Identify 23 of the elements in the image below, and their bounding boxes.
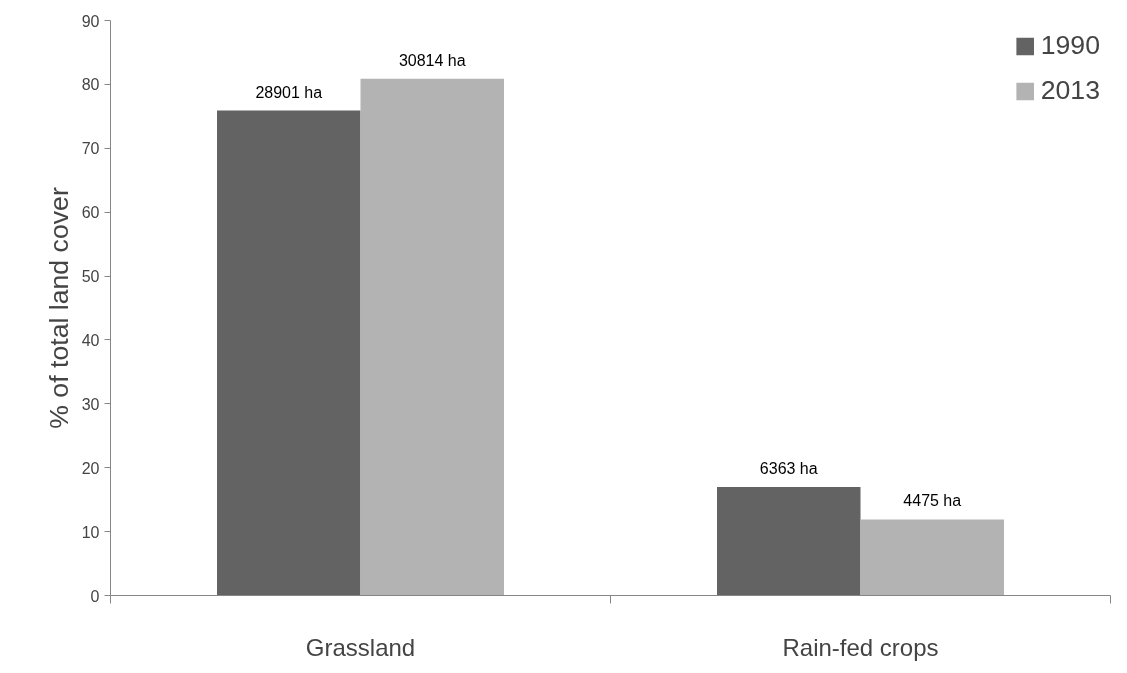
x-tick-label: Rain-fed crops (782, 633, 939, 661)
x-tick-label: Grassland (305, 633, 416, 661)
y-tick-label: 20 (81, 459, 100, 477)
y-tick-label: 40 (81, 331, 100, 349)
y-tick-label: 80 (81, 76, 100, 94)
y-tick-label: 30 (81, 395, 100, 413)
bar (360, 78, 504, 596)
y-tick-label: 60 (81, 204, 100, 222)
bar (717, 486, 861, 596)
bar (217, 110, 361, 596)
y-axis-title: % of total land cover (43, 187, 74, 429)
y-tick-label: 70 (81, 140, 100, 158)
bar (860, 519, 1004, 596)
annotation: 30814 ha (398, 51, 466, 69)
y-tick-label: 50 (81, 268, 100, 286)
legend-label: 1990 (1040, 30, 1100, 61)
y-tick-label: 0 (90, 587, 100, 605)
y-tick-label: 90 (81, 12, 100, 30)
annotation: 6363 ha (759, 459, 818, 477)
legend-label: 2013 (1040, 75, 1100, 106)
annotation: 28901 ha (255, 83, 323, 101)
y-tick-label: 10 (81, 523, 100, 541)
annotation: 4475 ha (903, 492, 962, 510)
